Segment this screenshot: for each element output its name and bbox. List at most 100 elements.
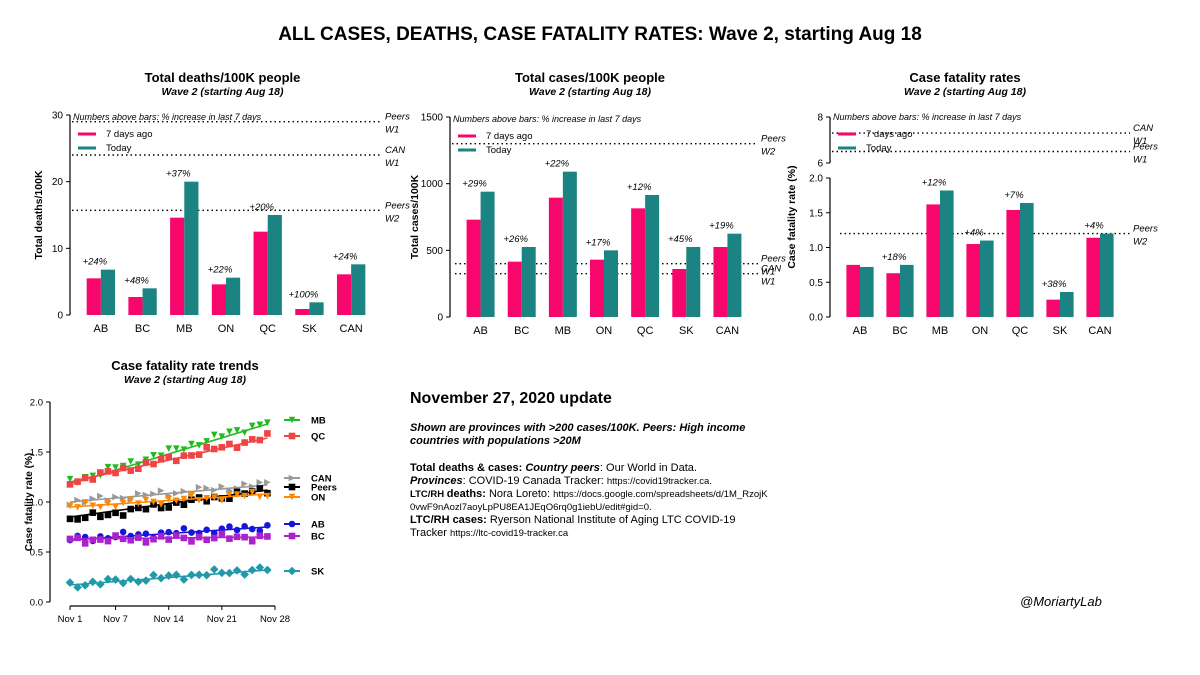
chart4-point-qc xyxy=(104,468,112,475)
chart4-point-can xyxy=(195,483,203,491)
chart3-bar-label: +4% xyxy=(964,228,984,239)
source-ltc-deaths-text: Nora Loreto: xyxy=(488,488,554,500)
chart4-point-sk xyxy=(134,577,143,587)
chart4-point-peers xyxy=(142,505,150,513)
chart4-point-mb xyxy=(264,419,271,426)
chart1-bar-label: +48% xyxy=(124,275,149,286)
chart4-point-qc xyxy=(195,451,203,458)
chart4-x-tick-label: Nov 14 xyxy=(154,614,184,625)
chart1-reference-label: CAN xyxy=(385,145,405,156)
chart2-y-tick-label: 1000 xyxy=(421,179,444,190)
chart2-bar-label: +22% xyxy=(545,159,570,170)
chart4-point-on xyxy=(150,498,157,506)
chart4-point-qc xyxy=(157,455,165,463)
chart4-point-ab xyxy=(142,530,150,538)
chart4-legend-marker-bc xyxy=(288,532,296,540)
chart2-bar-CAN-today xyxy=(727,233,742,317)
chart2-bar-label: +45% xyxy=(668,234,693,245)
chart2-reference-label: Peers xyxy=(761,254,786,265)
chart4-point-peers xyxy=(119,512,127,519)
chart4-point-mb xyxy=(203,438,210,445)
chart3-subtitle: Wave 2 (starting Aug 18) xyxy=(904,86,1026,98)
chart4-point-sk xyxy=(156,573,166,583)
shown-note: Shown are provinces with >200 cases/100K… xyxy=(410,422,746,447)
chart4-point-sk xyxy=(255,563,265,572)
chart4-point-can xyxy=(157,487,165,494)
chart4-point-peers xyxy=(226,495,233,502)
chart4-point-bc xyxy=(165,536,173,543)
chart4-point-mb xyxy=(233,427,241,434)
chart4-point-mb xyxy=(104,463,112,471)
chart4-point-qc xyxy=(226,440,233,448)
main-title: ALL CASES, DEATHS, CASE FATALITY RATES: … xyxy=(278,24,922,45)
chart3-bar-QC-today xyxy=(1020,203,1034,317)
chart4-point-qc xyxy=(81,474,89,482)
chart1-bar-label: +37% xyxy=(166,169,191,180)
chart2-y-tick-label: 500 xyxy=(426,246,443,257)
chart4-legend-label-peers: Peers xyxy=(311,483,337,494)
chart4-point-on xyxy=(172,497,180,505)
chart1-x-tick-label: BC xyxy=(135,323,150,335)
chart4-point-peers xyxy=(127,505,135,513)
source-ltc-cases-url[interactable]: https://ltc-covid19-tracker.ca xyxy=(449,528,569,539)
chart4-point-peers xyxy=(165,504,173,511)
chart4-y-tick-label: 1.5 xyxy=(30,448,43,459)
chart4-y-label: Case fatality rate (%) xyxy=(24,453,35,551)
chart4-point-sk xyxy=(149,570,158,580)
chart4-point-mb xyxy=(172,445,180,452)
chart1-bar-label: +20% xyxy=(249,202,274,213)
chart4-point-on xyxy=(66,502,74,510)
chart4-point-qc xyxy=(135,465,142,473)
chart1-bar-label: +24% xyxy=(333,251,358,262)
chart2-bar-BC-today xyxy=(521,247,536,317)
chart1-reference-label: Peers xyxy=(385,112,410,123)
chart4-y-tick-label: 0.5 xyxy=(30,548,43,559)
chart4-point-bc xyxy=(218,530,226,538)
chart4-point-on xyxy=(81,499,89,506)
chart4-point-on xyxy=(241,492,248,500)
chart2-x-tick-label: AB xyxy=(473,325,488,337)
chart1-bar-label: +22% xyxy=(208,265,233,276)
chart4-point-can xyxy=(142,491,150,499)
chart3-bar-BC-7days-ago xyxy=(886,273,900,317)
chart1-title-block: Total deaths/100K people Wave 2 (startin… xyxy=(75,70,370,100)
chart4-point-mb xyxy=(188,440,195,448)
chart4-point-qc xyxy=(97,469,104,476)
chart4-point-on xyxy=(74,504,81,511)
chart4-point-qc xyxy=(218,443,226,451)
chart3-y-tick-label: 0.0 xyxy=(809,313,823,324)
chart2-reference-label: Peers xyxy=(761,134,786,145)
chart2-bar-label: +17% xyxy=(586,237,611,248)
chart4-point-qc xyxy=(74,478,81,485)
chart4-point-sk xyxy=(247,565,257,575)
chart3-y-tick-label: 0.5 xyxy=(809,278,823,289)
chart1-title: Total deaths/100K people xyxy=(144,70,301,85)
chart4-point-mb xyxy=(157,452,165,460)
chart4-legend-label-ab: AB xyxy=(311,520,325,531)
chart1-bar-BC-7days-ago xyxy=(128,297,143,315)
chart3-bar-ON-7days-ago xyxy=(966,244,980,317)
source-provinces-url[interactable]: https://covid19tracker.ca. xyxy=(606,476,712,487)
chart4-point-qc xyxy=(119,464,127,472)
chart4-point-sk xyxy=(240,570,249,579)
chart4-point-mb xyxy=(218,433,226,440)
chart1-bar-ON-7days-ago xyxy=(211,284,226,315)
chart4-point-can xyxy=(97,492,104,500)
chart4-point-sk xyxy=(65,578,75,587)
source-provinces-label: Provinces xyxy=(410,475,463,487)
chart1-reference-label: W1 xyxy=(385,158,399,169)
chart2-x-tick-label: BC xyxy=(514,325,529,337)
chart4-legend-label-sk: SK xyxy=(311,567,324,578)
chart4-point-qc xyxy=(112,469,119,477)
chart2-bar-MB-today xyxy=(562,171,577,317)
chart4-point-sk xyxy=(179,575,189,584)
chart4-point-qc xyxy=(89,476,97,483)
chart3-bar-MB-today xyxy=(940,190,954,317)
source-ltc-deaths-url[interactable]: https://docs.google.com/spreadsheets/d/1… xyxy=(410,489,768,513)
chart1-note: Numbers above bars: % increase in last 7… xyxy=(73,112,262,122)
chart3-bar-label: +18% xyxy=(882,252,907,263)
chart4-legend-marker-qc xyxy=(288,432,296,440)
chart2-bar-QC-7days-ago xyxy=(631,208,646,317)
chart4-point-on xyxy=(226,490,233,498)
chart4-point-bc xyxy=(127,536,135,544)
